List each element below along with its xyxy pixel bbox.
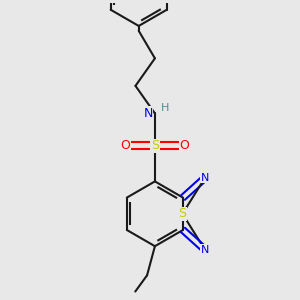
Text: S: S [178, 207, 186, 220]
Text: N: N [143, 107, 153, 120]
Text: N: N [201, 245, 209, 255]
Text: O: O [179, 139, 189, 152]
Text: O: O [121, 139, 130, 152]
Text: N: N [201, 173, 209, 183]
Text: H: H [160, 103, 169, 113]
Text: S: S [151, 139, 159, 152]
